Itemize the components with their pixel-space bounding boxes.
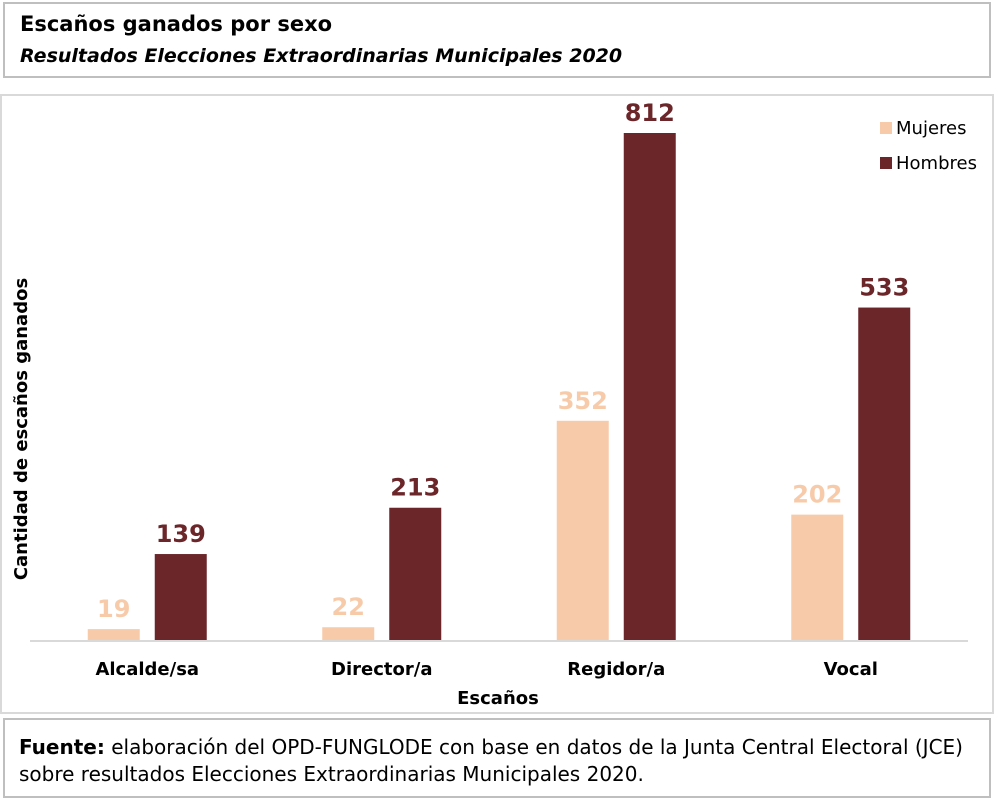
source-text: elaboración del OPD-FUNGLODE con base en…	[19, 735, 963, 786]
legend-label-hombres: Hombres	[896, 153, 977, 174]
y-axis-title: Cantidad de escaños ganados	[11, 278, 32, 580]
bar-mujeres-director-a	[322, 627, 375, 641]
bar-hombres-vocal	[858, 307, 911, 641]
data-label-mujeres-regidor-a: 352	[558, 387, 608, 415]
data-label-mujeres-alcalde-sa: 19	[97, 595, 130, 623]
chart-subtitle: Resultados Elecciones Extraordinarias Mu…	[20, 45, 623, 67]
x-axis-title: Escaños	[457, 688, 539, 709]
chart-title: Escaños ganados por sexo	[20, 12, 333, 36]
source-box: Fuente: elaboración del OPD-FUNGLODE con…	[3, 718, 991, 798]
chart-area: 19 139 22 213 352 812 202 533 Alcalde/sa Directo…	[0, 94, 994, 714]
x-tick-label-regidor-a: Regidor/a	[567, 659, 665, 680]
legend-swatch-hombres	[880, 157, 892, 169]
bar-mujeres-regidor-a	[556, 420, 609, 641]
bar-mujeres-vocal	[791, 514, 844, 641]
bar-hombres-director-a	[389, 507, 442, 641]
data-label-mujeres-director-a: 22	[332, 593, 365, 621]
title-box: Escaños ganados por sexo Resultados Elec…	[3, 2, 991, 78]
source-note: Fuente: elaboración del OPD-FUNGLODE con…	[19, 734, 979, 788]
bar-hombres-regidor-a	[623, 133, 676, 641]
data-label-mujeres-vocal: 202	[792, 481, 842, 509]
bar-chart: 19 139 22 213 352 812 202 533 Alcalde/sa Directo…	[11, 99, 977, 709]
data-label-hombres-director-a: 213	[390, 474, 440, 502]
x-tick-label-director-a: Director/a	[331, 659, 432, 680]
x-tick-label-alcalde-sa: Alcalde/sa	[95, 659, 199, 680]
source-label: Fuente:	[19, 735, 105, 759]
x-tick-label-vocal: Vocal	[824, 659, 878, 680]
data-label-hombres-regidor-a: 812	[625, 99, 675, 127]
data-labels-group: 19 139 22 213 352 812 202 533	[97, 99, 909, 623]
bars-group	[87, 133, 911, 641]
data-label-hombres-vocal: 533	[859, 274, 909, 302]
legend: Mujeres Hombres	[880, 118, 977, 174]
bar-mujeres-alcalde-sa	[87, 629, 140, 641]
legend-swatch-mujeres	[880, 122, 892, 134]
bar-hombres-alcalde-sa	[154, 554, 207, 641]
data-label-hombres-alcalde-sa: 139	[156, 520, 206, 548]
legend-label-mujeres: Mujeres	[896, 118, 966, 139]
x-tick-labels-group: Alcalde/sa Director/a Regidor/a Vocal	[95, 659, 877, 680]
